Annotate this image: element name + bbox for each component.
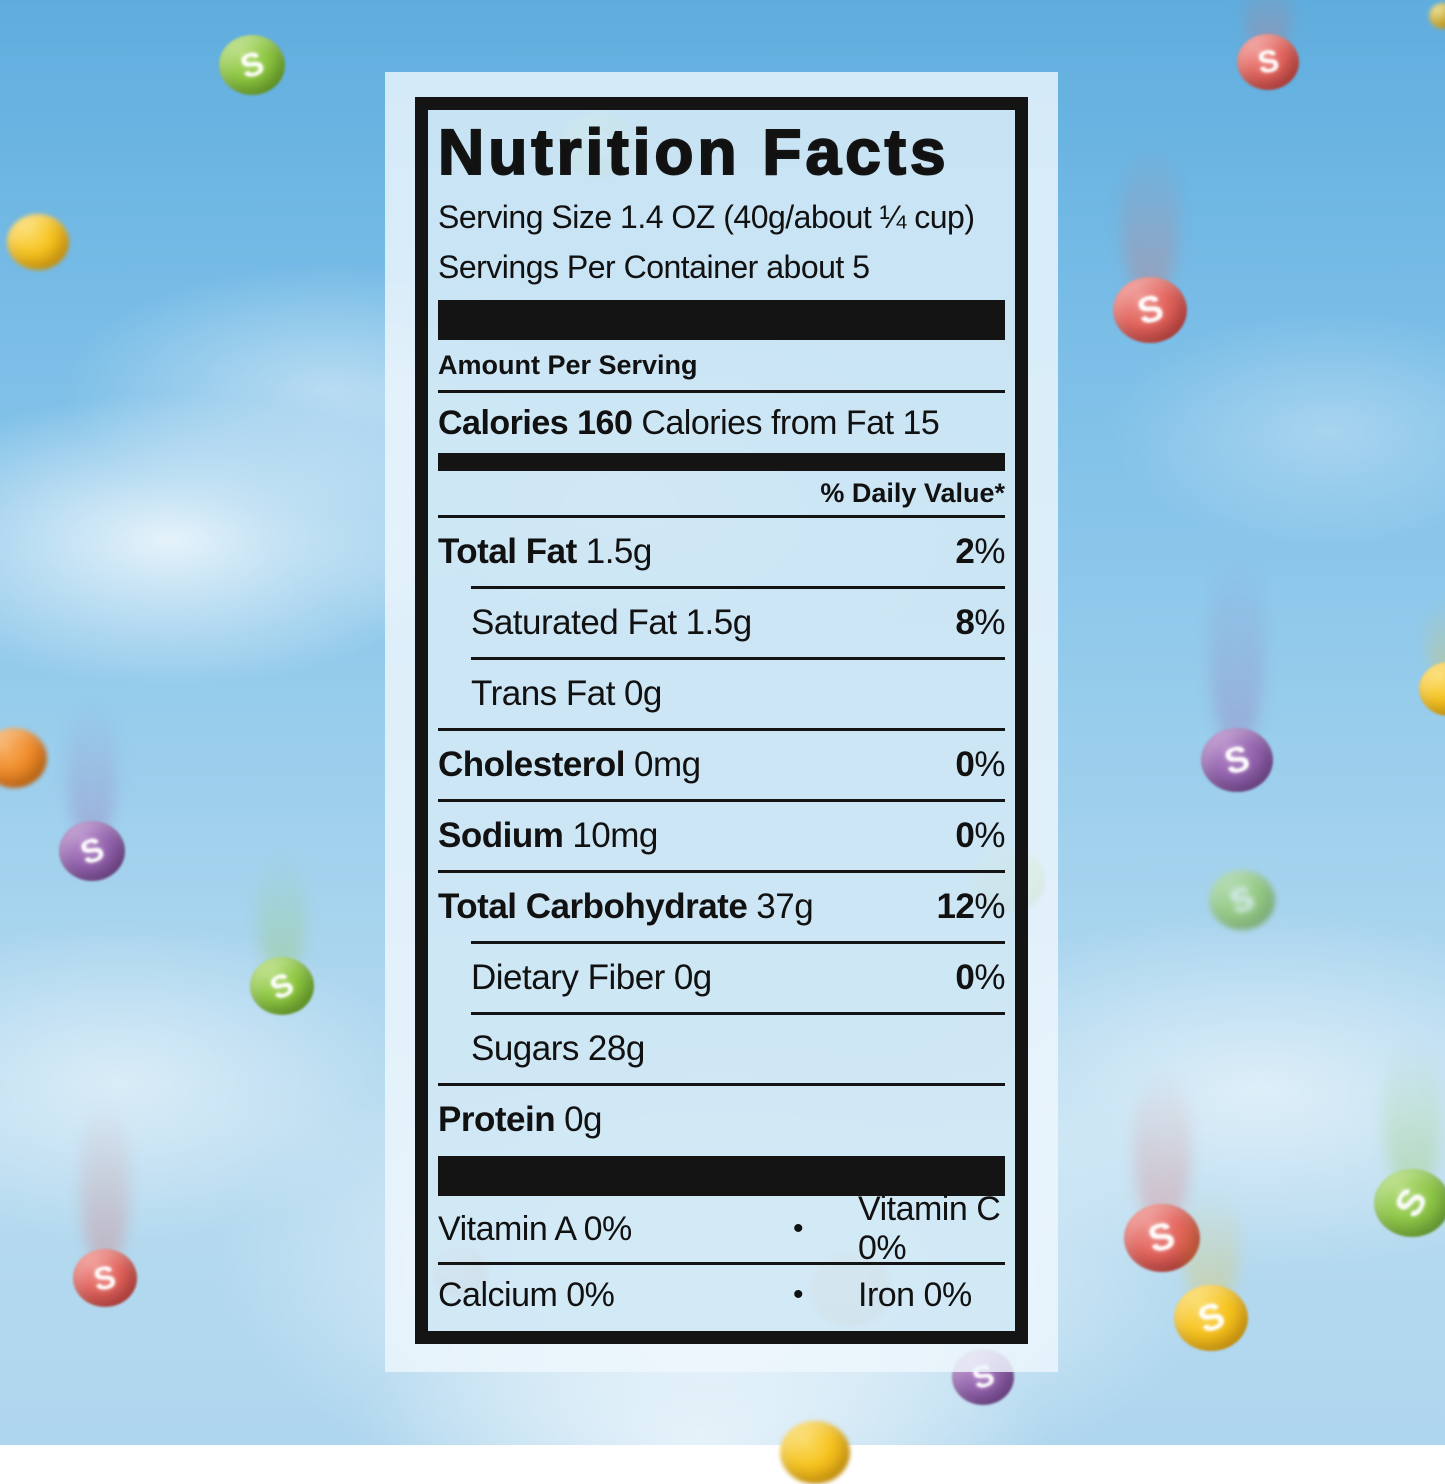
amount-per-serving: Amount Per Serving	[438, 340, 1005, 390]
nutrient-name: Trans Fat	[471, 674, 615, 713]
nutrient-amount: 0mg	[634, 745, 701, 784]
bullet-separator: •	[738, 1278, 858, 1312]
candy-letter: S	[76, 832, 108, 871]
nutrient-name: Sugars	[471, 1029, 579, 1068]
micronutrient-row: Vitamin A 0% • Vitamin C 0%	[438, 1196, 1005, 1265]
divider-bar-calories	[438, 453, 1005, 471]
candy-letter: S	[1193, 1296, 1229, 1339]
nutrient-daily-value: 12%	[936, 887, 1005, 927]
candy-trail	[258, 854, 306, 973]
nutrient-daily-value: 0%	[955, 816, 1005, 856]
micronutrient-right: Iron 0%	[858, 1276, 1005, 1315]
candy-yellow	[1429, 3, 1445, 28]
candy-red: S	[1237, 34, 1299, 90]
candy-red: S	[1113, 277, 1187, 344]
daily-value-header: % Daily Value*	[438, 471, 1005, 515]
candy-purple: S	[1201, 728, 1273, 793]
candy-orange	[0, 728, 47, 787]
nutrient-name: Saturated Fat	[471, 603, 677, 642]
calories-from-fat: Calories from Fat 15	[641, 404, 939, 442]
candy-yellow	[7, 214, 69, 270]
candy-trail	[1210, 554, 1264, 746]
candy-trail	[67, 703, 117, 838]
nutrient-name: Sodium	[438, 816, 563, 855]
nutrient-name: Dietary Fiber	[471, 958, 665, 997]
candy-letter: S	[1145, 1216, 1179, 1259]
calories-row: Calories 160 Calories from Fat 15	[438, 393, 1005, 453]
calories-label: Calories	[438, 404, 568, 442]
nutrient-name: Total Fat	[438, 532, 577, 571]
micronutrient-left: Vitamin A 0%	[438, 1210, 738, 1249]
candy-yellow: S	[1174, 1285, 1248, 1352]
nutrient-daily-value: 0%	[955, 745, 1005, 785]
nutrient-amount: 0g	[564, 1100, 602, 1139]
micronutrient-rows: Vitamin A 0% • Vitamin C 0% Calcium 0% •…	[438, 1196, 1005, 1325]
candy-green: S	[219, 35, 285, 94]
serving-size: Serving Size 1.4 OZ (40g/about ¼ cup)	[438, 192, 1005, 242]
candy-letter: S	[1221, 739, 1254, 780]
candy-trail	[1134, 1070, 1191, 1223]
nutrient-amount: 1.5g	[686, 603, 752, 642]
nutrient-amount: 0g	[624, 674, 662, 713]
micronutrient-row: Calcium 0% • Iron 0%	[438, 1265, 1005, 1325]
nutrient-amount: 0g	[674, 958, 712, 997]
nutrient-daily-value: 2%	[955, 532, 1005, 572]
nutrient-name: Cholesterol	[438, 745, 625, 784]
candy-trail	[1384, 1045, 1441, 1188]
nutrient-amount: 10mg	[572, 816, 658, 855]
candy-green: S	[1374, 1169, 1445, 1237]
micronutrient-right: Vitamin C 0%	[858, 1190, 1005, 1268]
candy-yellow	[1419, 662, 1445, 716]
candy-letter: S	[1389, 1183, 1435, 1224]
nutrient-amount: 1.5g	[586, 532, 652, 571]
nutrient-daily-value: 0%	[955, 958, 1005, 998]
candy-letter: S	[1133, 289, 1166, 331]
candy-green: S	[1209, 870, 1275, 929]
nutrient-name: Total Carbohydrate	[438, 887, 747, 926]
nutrition-facts-label: Nutrition Facts Serving Size 1.4 OZ (40g…	[415, 97, 1028, 1344]
calories-value: 160	[577, 404, 632, 442]
bullet-separator: •	[738, 1212, 858, 1246]
candy-trail	[1122, 143, 1178, 295]
label-title: Nutrition Facts	[438, 112, 1005, 192]
candy-yellow	[780, 1421, 850, 1484]
candy-purple: S	[59, 821, 125, 880]
nutrient-amount: 28g	[588, 1029, 645, 1068]
candy-letter: S	[236, 46, 267, 84]
candy-green: S	[250, 957, 314, 1015]
candy-letter: S	[266, 967, 299, 1005]
servings-per-container: Servings Per Container about 5	[438, 242, 1005, 292]
candy-letter: S	[91, 1260, 119, 1296]
candy-trail	[81, 1101, 129, 1265]
divider-bar-top	[438, 300, 1005, 340]
candy-letter: S	[1255, 45, 1281, 79]
nutrition-label-panel: Nutrition Facts Serving Size 1.4 OZ (40g…	[385, 72, 1058, 1372]
nutrient-daily-value: 8%	[955, 603, 1005, 643]
micronutrient-left: Calcium 0%	[438, 1276, 738, 1315]
nutrient-name: Protein	[438, 1100, 555, 1139]
candy-red: S	[73, 1249, 137, 1307]
nutrient-amount: 37g	[756, 887, 813, 926]
candy-letter: S	[1226, 881, 1258, 920]
